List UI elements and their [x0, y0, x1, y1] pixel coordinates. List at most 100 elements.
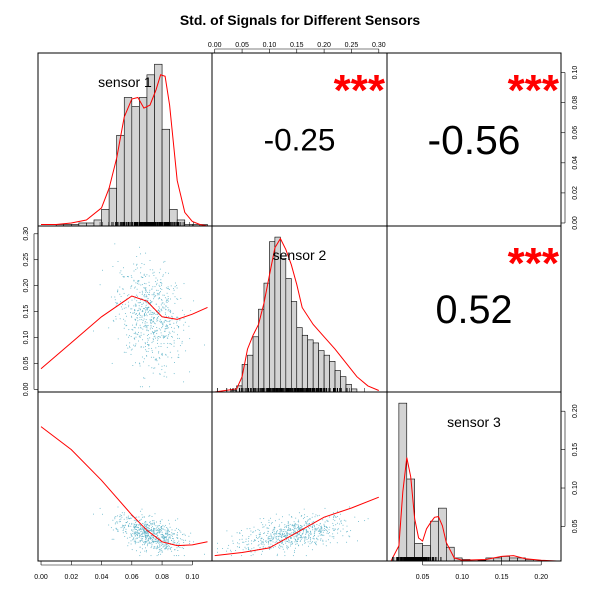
scatter-point	[150, 524, 152, 526]
scatter-point	[150, 530, 152, 532]
scatter-point	[167, 527, 169, 529]
scatter-point	[312, 529, 314, 531]
scatter-point	[180, 531, 182, 533]
scatter-point	[284, 531, 286, 533]
scatter-point	[161, 543, 163, 545]
scatter-point	[134, 310, 136, 312]
scatter-point	[169, 321, 171, 323]
scatter-point	[153, 326, 155, 327]
scatter-point	[163, 330, 165, 332]
scatter-point	[162, 524, 164, 526]
scatter-point	[156, 531, 158, 533]
scatter-point	[139, 291, 141, 293]
scatter-point	[137, 534, 138, 536]
scatter-point	[151, 525, 153, 527]
scatter-point	[151, 288, 153, 290]
scatter-point	[296, 535, 298, 537]
scatter-point	[131, 328, 133, 330]
scatter-point	[156, 546, 158, 548]
scatter-point	[166, 376, 168, 378]
scatter-point	[123, 512, 125, 514]
scatter-point	[142, 328, 144, 330]
scatter-point	[138, 536, 140, 538]
scatter-point	[274, 542, 276, 544]
scatter-point	[156, 292, 158, 294]
scatter-point	[131, 529, 133, 531]
scatter-point	[319, 531, 321, 533]
scatter-point	[177, 316, 179, 318]
scatter-point	[271, 532, 273, 534]
tick-label: 0.05	[416, 574, 430, 581]
scatter-point	[176, 547, 178, 549]
scatter-point	[298, 528, 299, 530]
scatter-point	[291, 516, 293, 518]
scatter-point	[320, 539, 322, 541]
scatter-point	[136, 537, 138, 539]
scatter-point	[137, 320, 139, 322]
scatter-point	[153, 298, 155, 300]
tick-label: 0.10	[572, 66, 579, 80]
scatter-point	[326, 529, 327, 531]
scatter-point	[138, 313, 140, 315]
scatter-point	[133, 529, 135, 531]
scatter-point	[346, 530, 348, 532]
scatter-point	[237, 542, 238, 544]
scatter-point	[164, 313, 166, 315]
scatter-point	[275, 540, 277, 542]
scatter-point	[153, 318, 155, 320]
scatter-point	[185, 350, 187, 352]
scatter-point	[138, 335, 140, 337]
scatter-point	[133, 526, 135, 528]
scatter-point	[145, 283, 147, 285]
scatter-point	[133, 344, 135, 346]
hist-bar	[93, 219, 102, 227]
scatter-point	[143, 361, 144, 363]
scatter-point	[176, 316, 178, 318]
panel-frame	[386, 391, 562, 562]
scatter-point	[123, 527, 125, 529]
scatter-point	[240, 530, 242, 531]
scatter-point	[304, 539, 306, 541]
scatter-point	[134, 338, 136, 340]
scatter-point	[295, 517, 297, 519]
scatter-point	[281, 542, 282, 544]
scatter-point	[160, 531, 162, 533]
scatter-point	[130, 286, 132, 287]
scatter-point	[142, 309, 144, 311]
scatter-point	[145, 521, 147, 523]
scatter-point	[280, 528, 282, 530]
scatter-point	[131, 535, 133, 537]
scatter-point	[125, 325, 127, 327]
scatter-point	[162, 535, 164, 537]
tick-label: 0.08	[572, 96, 579, 110]
hist-bar	[269, 241, 276, 393]
scatter-point	[177, 537, 179, 539]
scatter-point	[158, 527, 160, 529]
hist-bar	[247, 354, 254, 393]
hist-bar	[406, 478, 415, 562]
scatter-point	[339, 518, 341, 520]
scatter-point	[135, 306, 137, 307]
scatter-point	[160, 530, 162, 531]
scatter-point	[182, 309, 183, 311]
scatter-point	[144, 532, 146, 534]
scatter-point	[230, 555, 232, 557]
panel-2-1	[37, 225, 213, 393]
scatter-point	[150, 321, 152, 323]
scatter-point	[250, 534, 252, 536]
scatter-point	[253, 539, 255, 541]
scatter-point	[117, 289, 119, 291]
scatter-point	[154, 286, 156, 288]
scatter-point	[251, 548, 253, 550]
scatter-point	[159, 298, 161, 299]
scatter-point	[142, 540, 144, 542]
scatter-point	[118, 313, 120, 315]
scatter-point	[150, 535, 152, 537]
scatter-point	[238, 543, 240, 545]
scatter-point	[306, 530, 308, 532]
scatter-point	[269, 548, 271, 550]
scatter-point	[272, 537, 274, 539]
scatter-point	[358, 521, 359, 522]
scatter-point	[334, 516, 336, 518]
scatter-point	[263, 533, 265, 534]
